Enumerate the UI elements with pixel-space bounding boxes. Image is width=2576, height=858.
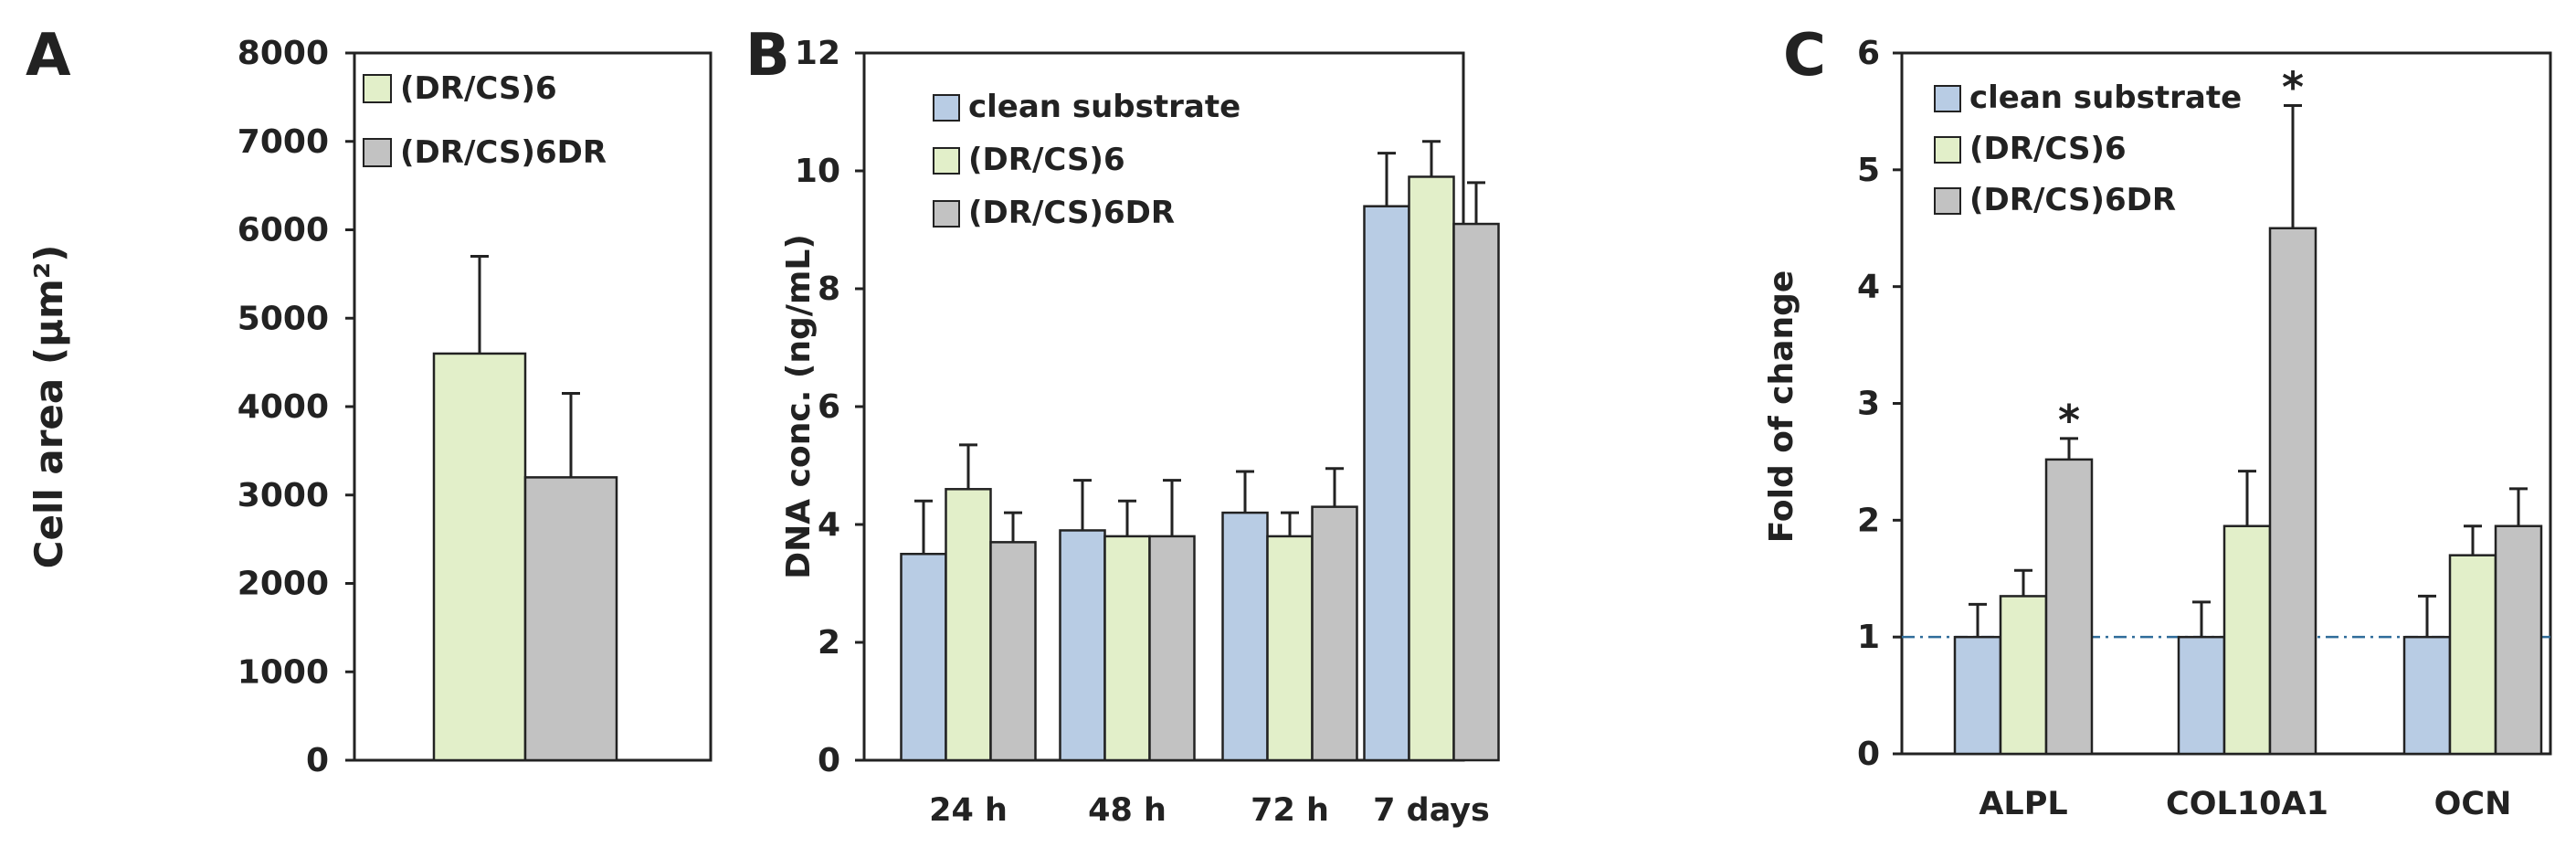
- x-category-label: 7 days: [1373, 792, 1490, 829]
- y-tick-label: 6000: [238, 212, 329, 249]
- legend-label: (DR/CS)6DR: [400, 134, 607, 171]
- legend-swatch: [1934, 85, 1961, 112]
- legend-label: (DR/CS)6: [968, 142, 1125, 178]
- x-category-label: COL10A1: [2166, 786, 2328, 822]
- bar: [2268, 227, 2317, 756]
- bar: [1266, 535, 1314, 762]
- y-tick-label: 12: [795, 35, 840, 72]
- y-tick-label: 2: [818, 624, 840, 662]
- y-tick-label: 3: [1857, 386, 1880, 423]
- panel-letter: A: [26, 22, 71, 90]
- y-tick-label: 7000: [238, 123, 329, 161]
- bar: [432, 352, 527, 762]
- bar: [1311, 505, 1358, 762]
- panel-letter: C: [1783, 22, 1826, 90]
- y-tick-label: 4: [1857, 269, 1880, 306]
- bar: [2044, 458, 2094, 756]
- bar: [989, 541, 1037, 762]
- bar: [1408, 175, 1455, 762]
- panel-letter: B: [745, 22, 790, 90]
- legend-swatch: [363, 74, 392, 103]
- significance-mark: *: [2282, 63, 2304, 112]
- legend-swatch: [933, 147, 960, 175]
- bar: [1452, 222, 1500, 762]
- y-tick-label: 6: [1857, 35, 1880, 72]
- bar: [2402, 635, 2452, 756]
- x-category-label: 24 h: [929, 792, 1008, 829]
- x-category-label: ALPL: [1979, 786, 2067, 822]
- legend-swatch: [1934, 136, 1961, 164]
- y-tick-label: 8: [818, 270, 840, 308]
- y-tick-label: 2000: [238, 566, 329, 603]
- legend-label: (DR/CS)6: [400, 70, 557, 107]
- y-tick-label: 10: [795, 153, 840, 190]
- y-tick-label: 1: [1857, 619, 1880, 656]
- bar: [2494, 524, 2543, 756]
- y-tick-label: 5000: [238, 300, 329, 337]
- legend-label: clean substrate: [1969, 79, 2242, 116]
- bar: [1999, 595, 2048, 756]
- legend-label: (DR/CS)6DR: [968, 195, 1175, 231]
- x-category-label: 48 h: [1088, 792, 1167, 829]
- bar: [2222, 524, 2272, 756]
- significance-mark: *: [2058, 396, 2080, 445]
- bar: [2448, 554, 2497, 756]
- legend-label: (DR/CS)6: [1969, 131, 2127, 167]
- y-tick-label: 3000: [238, 477, 329, 514]
- bar: [1953, 635, 2002, 756]
- legend: clean substrate (DR/CS)6 (DR/CS)6DR: [1934, 79, 2242, 218]
- y-tick-label: 1000: [238, 653, 329, 691]
- y-tick-label: 4000: [238, 388, 329, 426]
- bar: [1148, 535, 1196, 762]
- y-tick-label: 0: [818, 742, 840, 779]
- legend: clean substrate (DR/CS)6 (DR/CS)6DR: [933, 89, 1240, 231]
- bar: [1363, 205, 1410, 762]
- legend-swatch: [1934, 187, 1961, 215]
- legend-swatch: [933, 94, 960, 122]
- x-category-label: 72 h: [1251, 792, 1329, 829]
- y-tick-label: 5: [1857, 152, 1880, 189]
- y-tick-label: 6: [818, 388, 840, 426]
- chart-panel-b: B 0 2 4 6 8 10 12 DNA conc. (ng/mL) 24 h 48 h 72 h 7…: [745, 22, 1500, 829]
- legend-swatch: [363, 138, 392, 167]
- legend-swatch: [933, 200, 960, 228]
- legend: (DR/CS)6 (DR/CS)6DR: [363, 70, 607, 171]
- y-tick-label: 0: [1857, 736, 1880, 773]
- legend-label: clean substrate: [968, 89, 1240, 125]
- y-axis-label: Fold of change: [1763, 270, 1800, 544]
- y-tick-label: 4: [818, 506, 840, 544]
- bar: [2177, 635, 2226, 756]
- bar: [1221, 511, 1269, 762]
- bar: [523, 476, 618, 762]
- y-tick-label: 2: [1857, 502, 1880, 539]
- legend-label: (DR/CS)6DR: [1969, 182, 2176, 218]
- y-axis-label: DNA conc. (ng/mL): [780, 234, 818, 579]
- chart-panel-a: A 0 1000 2000 3000 4000 5000 6000 7000 8000 Cell a…: [26, 22, 713, 779]
- bar: [945, 488, 992, 762]
- y-tick-label: 0: [306, 742, 329, 779]
- chart-panel-c: C 0 1 2 3 4 5 6 Fold of change * ALPL * COL10A1 OCN cl…: [1763, 22, 2552, 822]
- y-tick-label: 8000: [238, 35, 329, 72]
- bar: [1059, 529, 1106, 762]
- bar: [1103, 535, 1151, 762]
- y-axis-label: Cell area (µm²): [26, 245, 71, 569]
- x-category-label: OCN: [2434, 786, 2512, 822]
- bar: [900, 553, 947, 762]
